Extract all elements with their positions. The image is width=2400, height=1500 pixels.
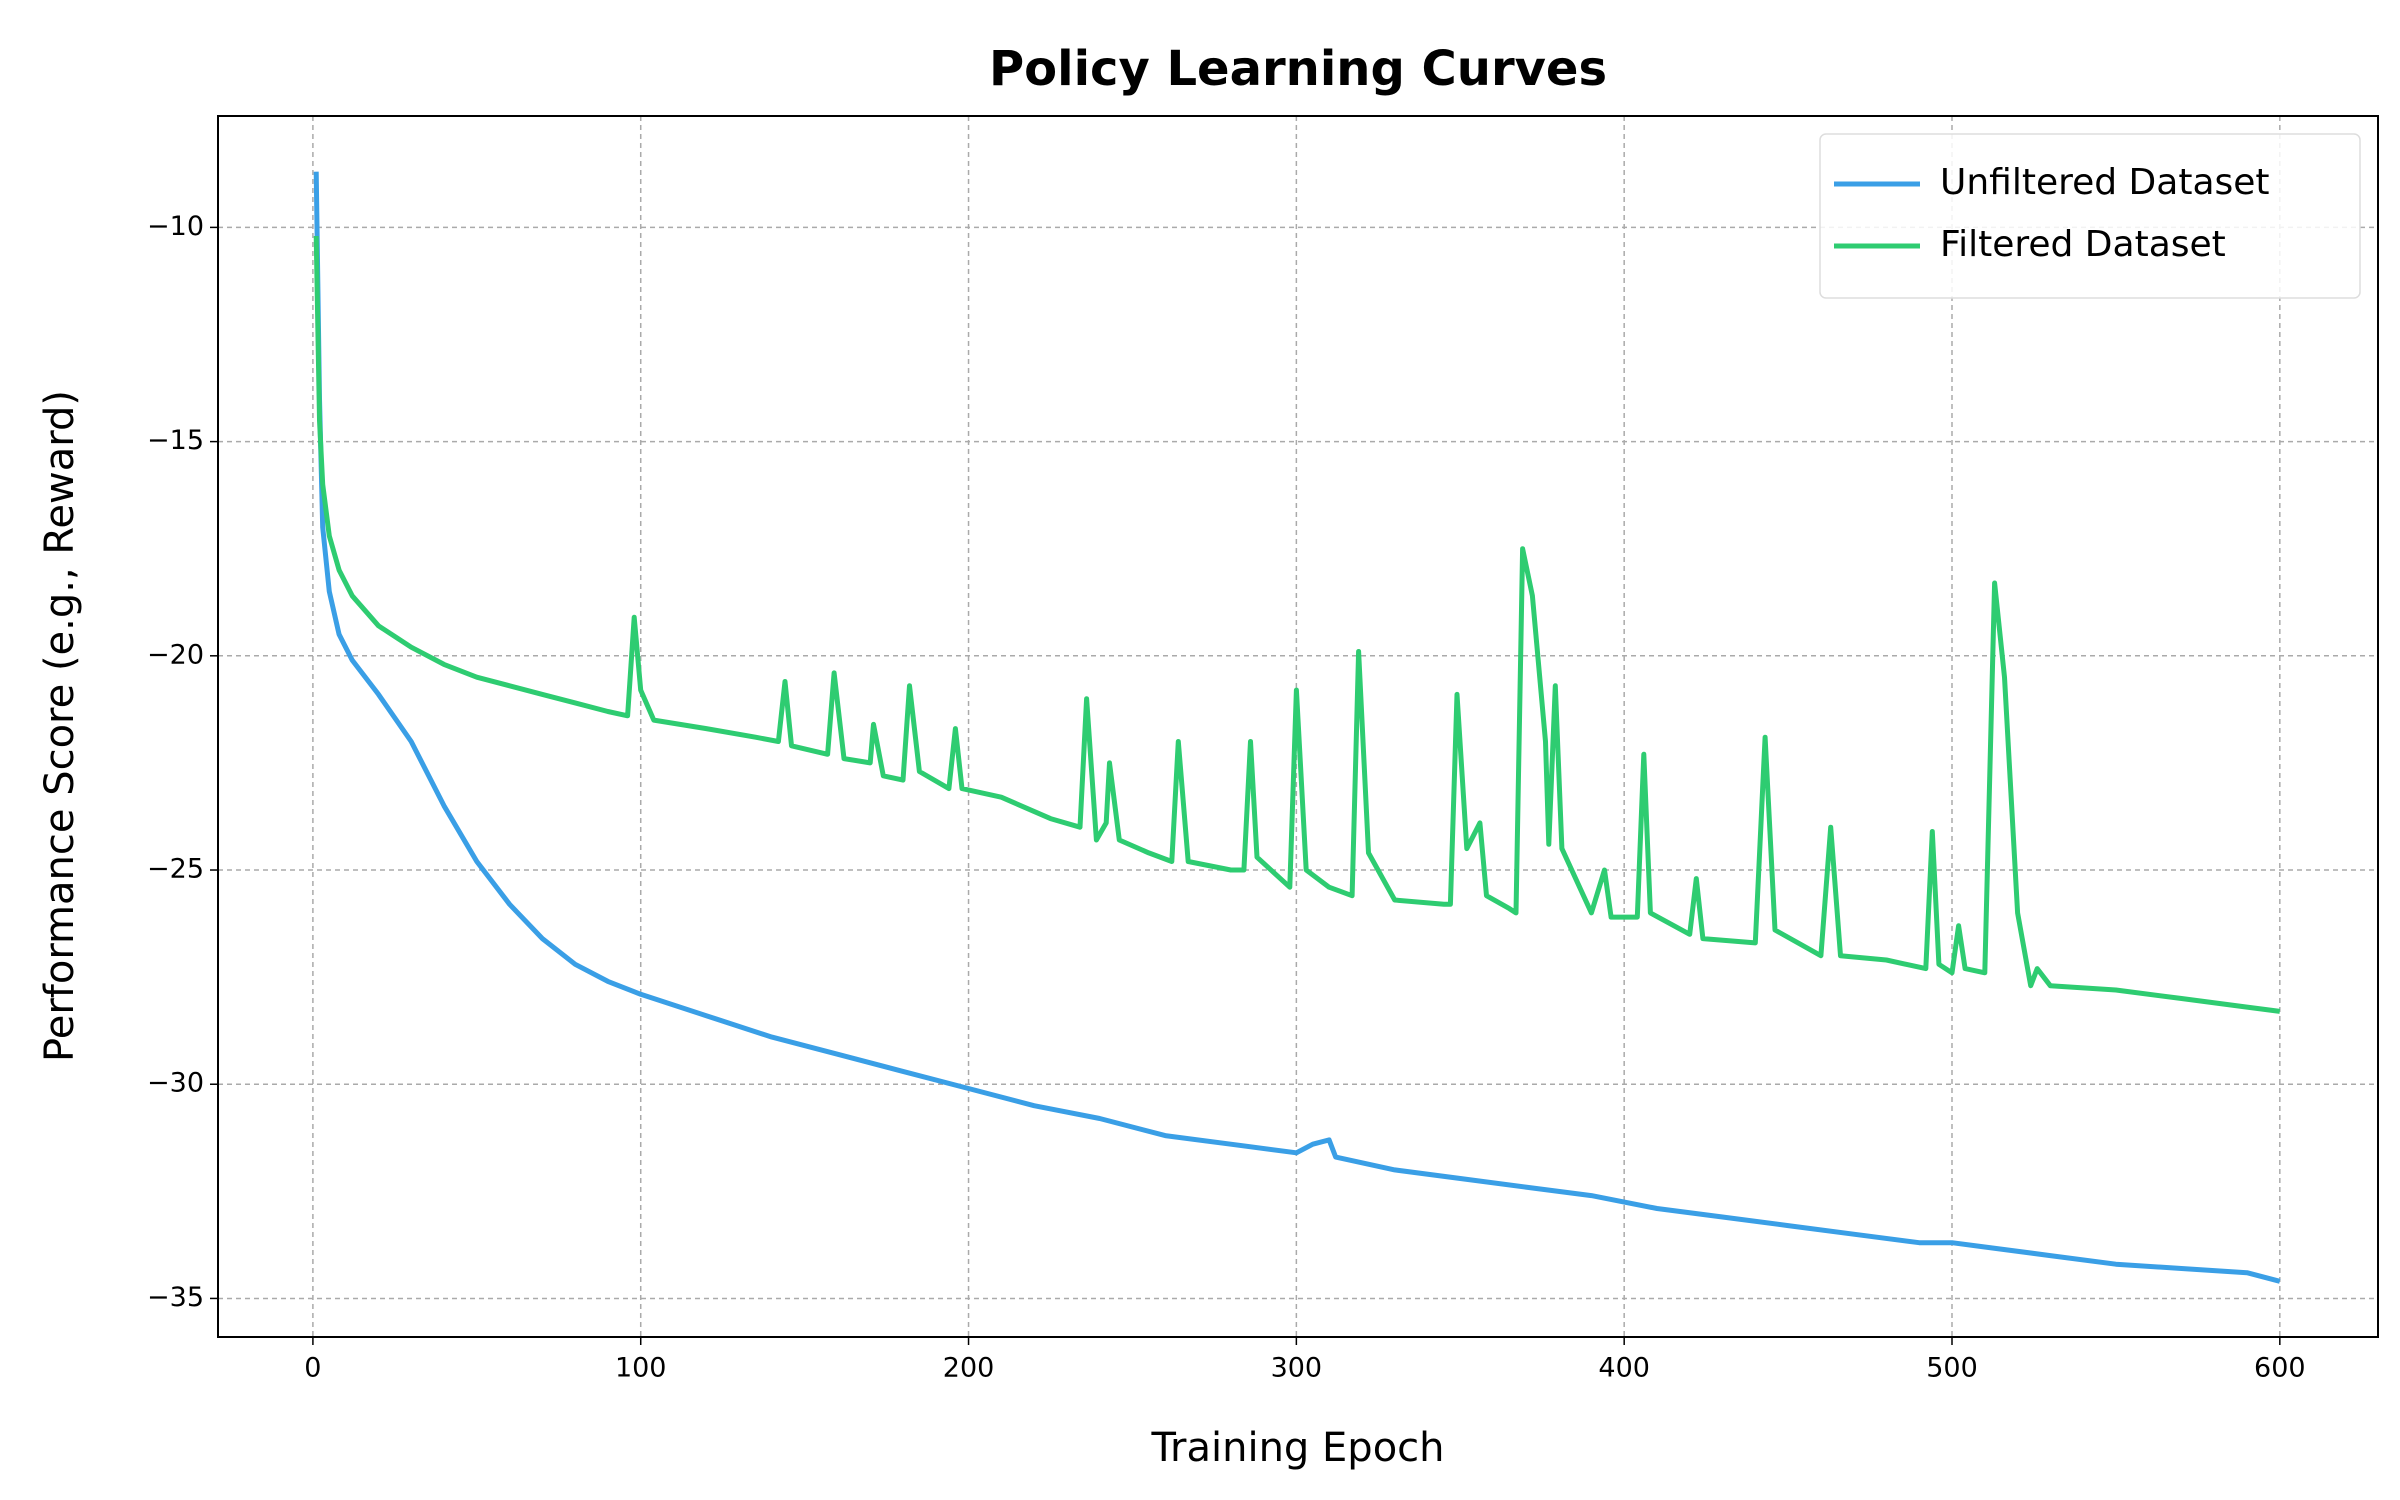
y-axis-label: Performance Score (e.g., Reward) bbox=[37, 390, 83, 1062]
x-tick-label: 500 bbox=[1926, 1353, 1978, 1384]
legend-label: Unfiltered Dataset bbox=[1940, 162, 2270, 203]
x-tick-label: 200 bbox=[943, 1353, 995, 1384]
series-line bbox=[313, 171, 2281, 1284]
x-tick-label: 400 bbox=[1598, 1353, 1650, 1384]
chart-title: Policy Learning Curves bbox=[989, 41, 1607, 97]
y-tick-label: −30 bbox=[147, 1068, 204, 1099]
x-tick-label: 600 bbox=[2254, 1353, 2306, 1384]
legend-label: Filtered Dataset bbox=[1940, 224, 2226, 265]
plot-frame bbox=[217, 115, 2379, 1338]
x-tick-label: 100 bbox=[615, 1353, 667, 1384]
legend-frame bbox=[1819, 133, 2361, 299]
legend: Unfiltered Dataset Filtered Dataset bbox=[1819, 133, 2361, 299]
y-tick-label: −15 bbox=[147, 425, 204, 456]
series-line bbox=[313, 235, 2281, 1014]
x-tick-label: 300 bbox=[1271, 1353, 1323, 1384]
y-tick-label: −20 bbox=[147, 639, 204, 670]
y-tick-label: −10 bbox=[147, 211, 204, 242]
x-tick-label: 0 bbox=[304, 1353, 321, 1384]
x-axis-label: Training Epoch bbox=[1150, 1425, 1444, 1471]
y-tick-label: −35 bbox=[147, 1282, 204, 1313]
y-tick-label: −25 bbox=[147, 854, 204, 885]
